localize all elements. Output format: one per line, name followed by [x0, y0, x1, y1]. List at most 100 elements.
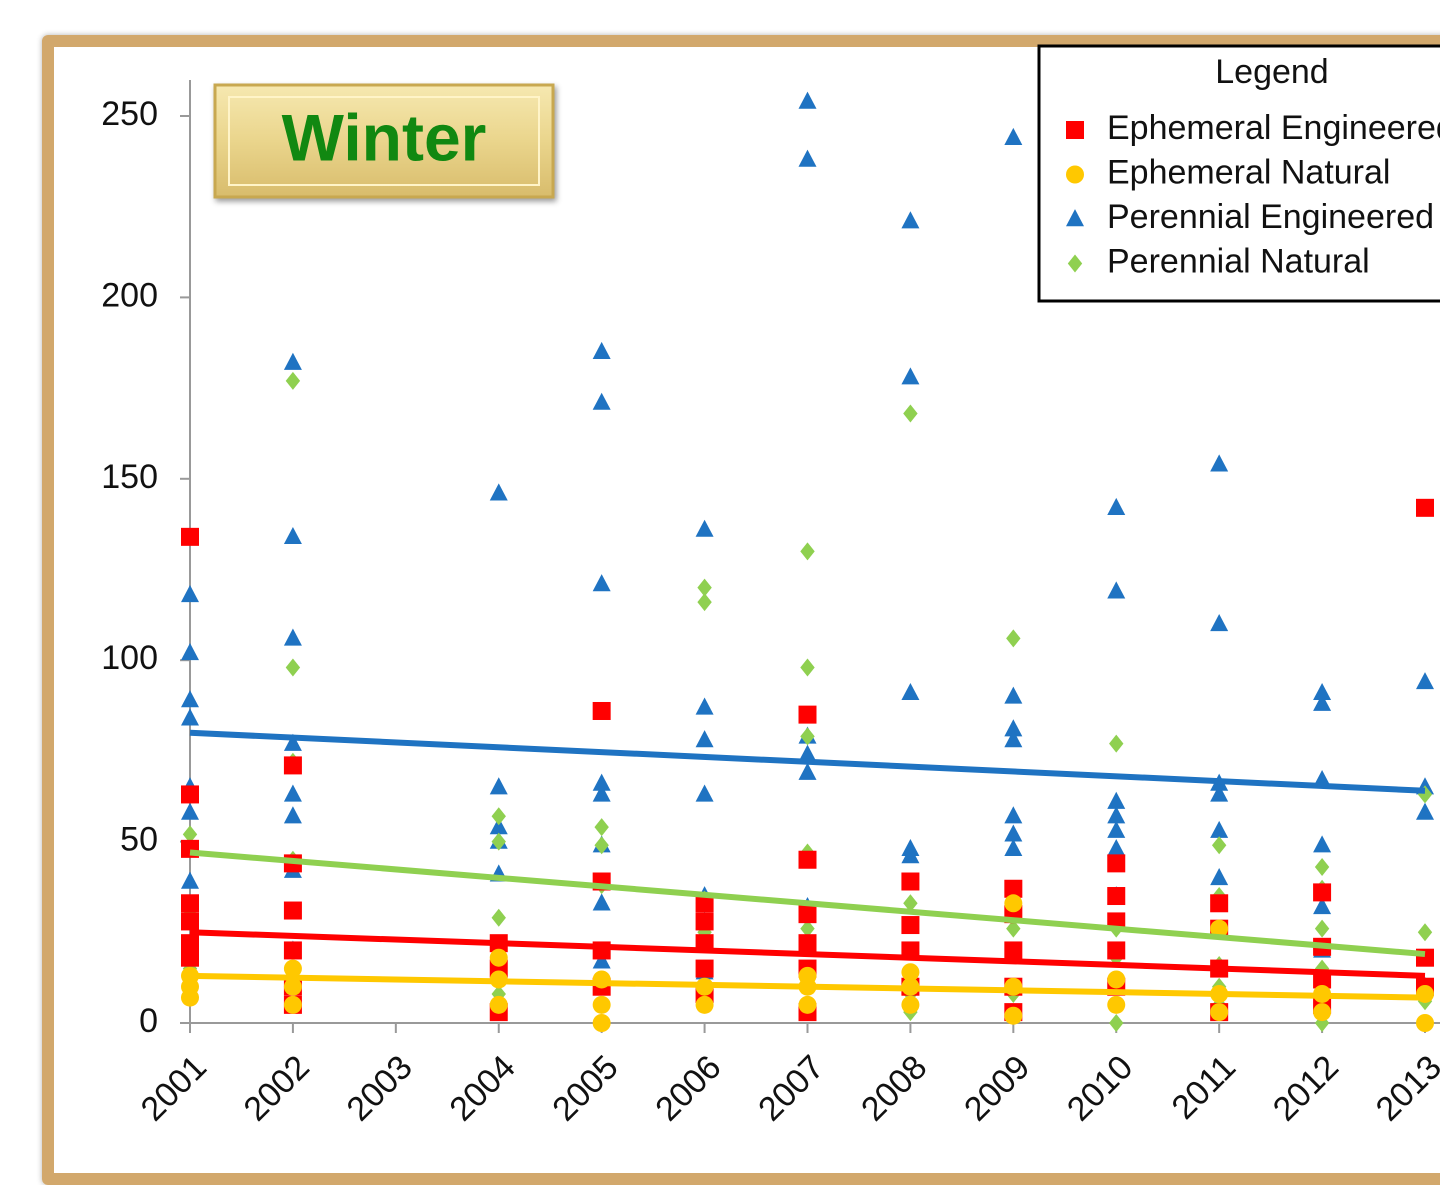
marker	[1006, 919, 1021, 938]
marker	[1067, 254, 1083, 273]
y-tick-label: 150	[101, 458, 158, 496]
trend-line	[189, 729, 1426, 794]
x-tick-label: 2013	[1369, 1048, 1440, 1128]
marker	[1004, 719, 1023, 737]
marker	[1210, 784, 1229, 802]
marker	[283, 941, 302, 960]
legend-label: Perennial Natural	[1107, 242, 1370, 280]
marker	[181, 527, 199, 546]
marker	[1313, 835, 1332, 853]
marker	[1417, 923, 1433, 942]
marker	[181, 708, 199, 726]
marker	[181, 988, 199, 1007]
marker	[181, 690, 199, 708]
page: Winter Legend 0 50 100 150 200 250 2001 2002 200…	[42, 35, 1440, 1185]
marker	[1314, 857, 1330, 876]
trend-line	[189, 929, 1426, 979]
marker	[592, 392, 611, 410]
marker	[1109, 734, 1124, 753]
marker	[695, 959, 714, 978]
legend-box	[1037, 44, 1440, 303]
marker	[1066, 209, 1084, 227]
marker	[592, 773, 611, 791]
chart-title: Winter	[282, 100, 487, 174]
marker	[901, 367, 920, 385]
marker	[182, 825, 198, 844]
marker	[181, 894, 199, 913]
marker	[1107, 970, 1126, 989]
marker	[798, 149, 817, 167]
marker	[1107, 941, 1126, 960]
marker	[1313, 693, 1332, 711]
x-tick-label: 2005	[545, 1048, 625, 1128]
marker	[695, 697, 714, 715]
marker	[1006, 629, 1021, 648]
marker	[283, 784, 302, 802]
marker	[181, 948, 199, 967]
marker	[798, 905, 817, 924]
marker	[1066, 121, 1084, 139]
marker	[283, 733, 302, 751]
marker	[491, 807, 506, 826]
marker	[695, 519, 714, 537]
marker	[1210, 1003, 1229, 1022]
marker	[489, 483, 508, 501]
marker	[800, 727, 815, 746]
marker	[901, 963, 920, 982]
legend-title: Legend	[1215, 53, 1328, 91]
marker	[181, 934, 199, 953]
marker	[1004, 941, 1023, 960]
legend-label: Ephemeral Engineered	[1107, 109, 1440, 147]
x-tick-label: 2002	[237, 1048, 317, 1128]
marker	[800, 658, 815, 677]
marker	[1416, 498, 1434, 517]
marker	[1107, 497, 1126, 516]
marker	[798, 850, 817, 869]
x-tick-label: 2009	[957, 1048, 1037, 1128]
marker	[695, 912, 714, 931]
marker	[901, 916, 920, 935]
marker	[283, 756, 302, 775]
y-tick-label: 100	[101, 639, 158, 677]
marker	[901, 211, 920, 229]
marker	[1004, 838, 1023, 857]
y-tick-label: 200	[101, 276, 158, 314]
marker	[1210, 820, 1229, 838]
marker	[592, 1014, 611, 1032]
trend-line	[189, 972, 1426, 1001]
marker	[491, 908, 506, 927]
marker	[1313, 883, 1332, 902]
marker	[697, 593, 712, 612]
marker	[592, 784, 611, 802]
marker	[283, 901, 302, 920]
marker	[1313, 682, 1332, 701]
marker	[592, 951, 611, 969]
marker	[901, 872, 920, 891]
marker	[594, 818, 609, 837]
marker	[489, 948, 508, 967]
marker	[798, 705, 817, 724]
marker	[800, 542, 815, 561]
marker	[1210, 894, 1229, 913]
marker	[285, 371, 301, 390]
marker	[489, 995, 508, 1014]
marker	[594, 836, 609, 855]
marker	[1107, 887, 1126, 906]
x-tick-label: 2007	[751, 1048, 831, 1128]
marker	[1416, 802, 1434, 820]
marker	[798, 934, 817, 953]
marker	[798, 995, 817, 1014]
marker	[697, 578, 712, 597]
marker	[181, 584, 199, 603]
marker	[1004, 686, 1023, 704]
marker	[695, 730, 714, 748]
marker	[798, 762, 817, 780]
marker	[283, 628, 302, 646]
x-tick-label: 2003	[339, 1048, 419, 1128]
x-tick-label: 2006	[648, 1048, 728, 1128]
marker	[592, 995, 611, 1014]
legend-label: Perennial Engineered	[1107, 198, 1434, 236]
marker	[1210, 867, 1229, 886]
marker	[489, 777, 508, 795]
marker	[283, 806, 302, 824]
